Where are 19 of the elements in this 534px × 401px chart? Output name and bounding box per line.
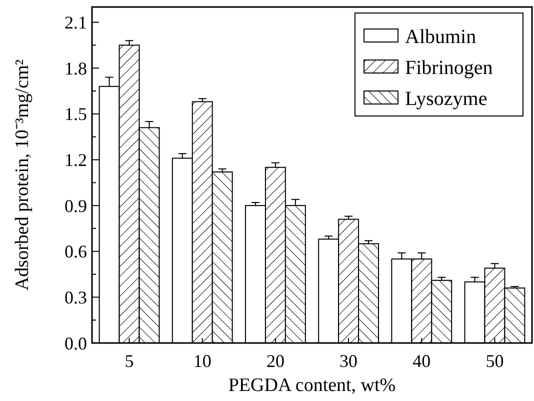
x-tick-label: 10	[193, 351, 212, 371]
y-tick-label: 0.9	[64, 196, 87, 216]
x-tick-label: 20	[266, 351, 284, 371]
y-tick-label: 0.6	[64, 242, 87, 262]
x-tick-label: 5	[124, 351, 134, 371]
y-tick-label: 0.3	[64, 287, 87, 308]
x-tick-label: 50	[486, 351, 504, 371]
y-tick-label: 0.0	[64, 333, 87, 354]
y-tick-label: 1.8	[64, 58, 87, 78]
y-axis-title: Adsorbed protein, 10⁻³mg/cm²	[12, 59, 33, 291]
x-tick-label: 30	[340, 351, 358, 371]
legend-label: Fibrinogen	[405, 57, 493, 79]
y-tick-label: 1.5	[64, 104, 87, 124]
y-tick-label: 2.1	[64, 12, 87, 33]
x-tick-label: 40	[412, 351, 431, 371]
legend-label: Lysozyme	[405, 88, 488, 110]
y-tick-label: 1.2	[64, 150, 87, 170]
x-axis-title: PEGDA content, wt%	[228, 375, 396, 396]
legend-label: Albumin	[405, 26, 476, 48]
